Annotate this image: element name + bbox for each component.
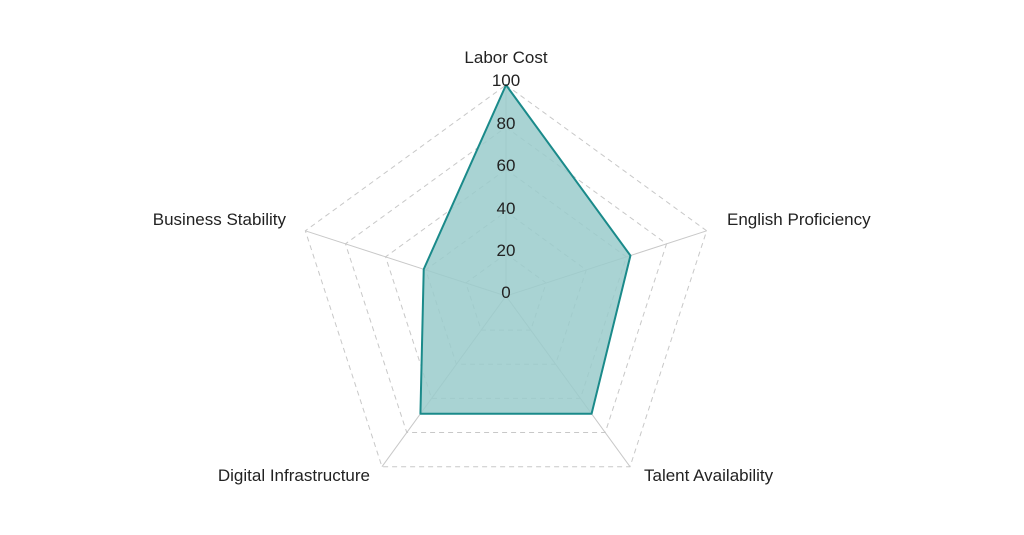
grid-ring-80 <box>344 126 668 434</box>
tick-label-80: 80 <box>497 114 516 133</box>
tick-label-60: 60 <box>497 156 516 175</box>
axis-labels: Labor Cost English Proficiency Talent Av… <box>153 48 871 485</box>
tick-label-0: 0 <box>501 283 510 302</box>
tick-label-20: 20 <box>497 241 516 260</box>
axis-label-digital-infrastructure: Digital Infrastructure <box>218 466 370 485</box>
data-polygon <box>419 84 632 415</box>
axis-label-labor-cost: Labor Cost <box>464 48 547 67</box>
axis-label-business-stability: Business Stability <box>153 210 287 229</box>
tick-label-40: 40 <box>497 199 516 218</box>
axis-label-talent-availability: Talent Availability <box>644 466 774 485</box>
tick-labels: 0 20 40 60 80 100 <box>492 71 520 302</box>
tick-label-100: 100 <box>492 71 520 90</box>
axis-label-english-proficiency: English Proficiency <box>727 210 871 229</box>
